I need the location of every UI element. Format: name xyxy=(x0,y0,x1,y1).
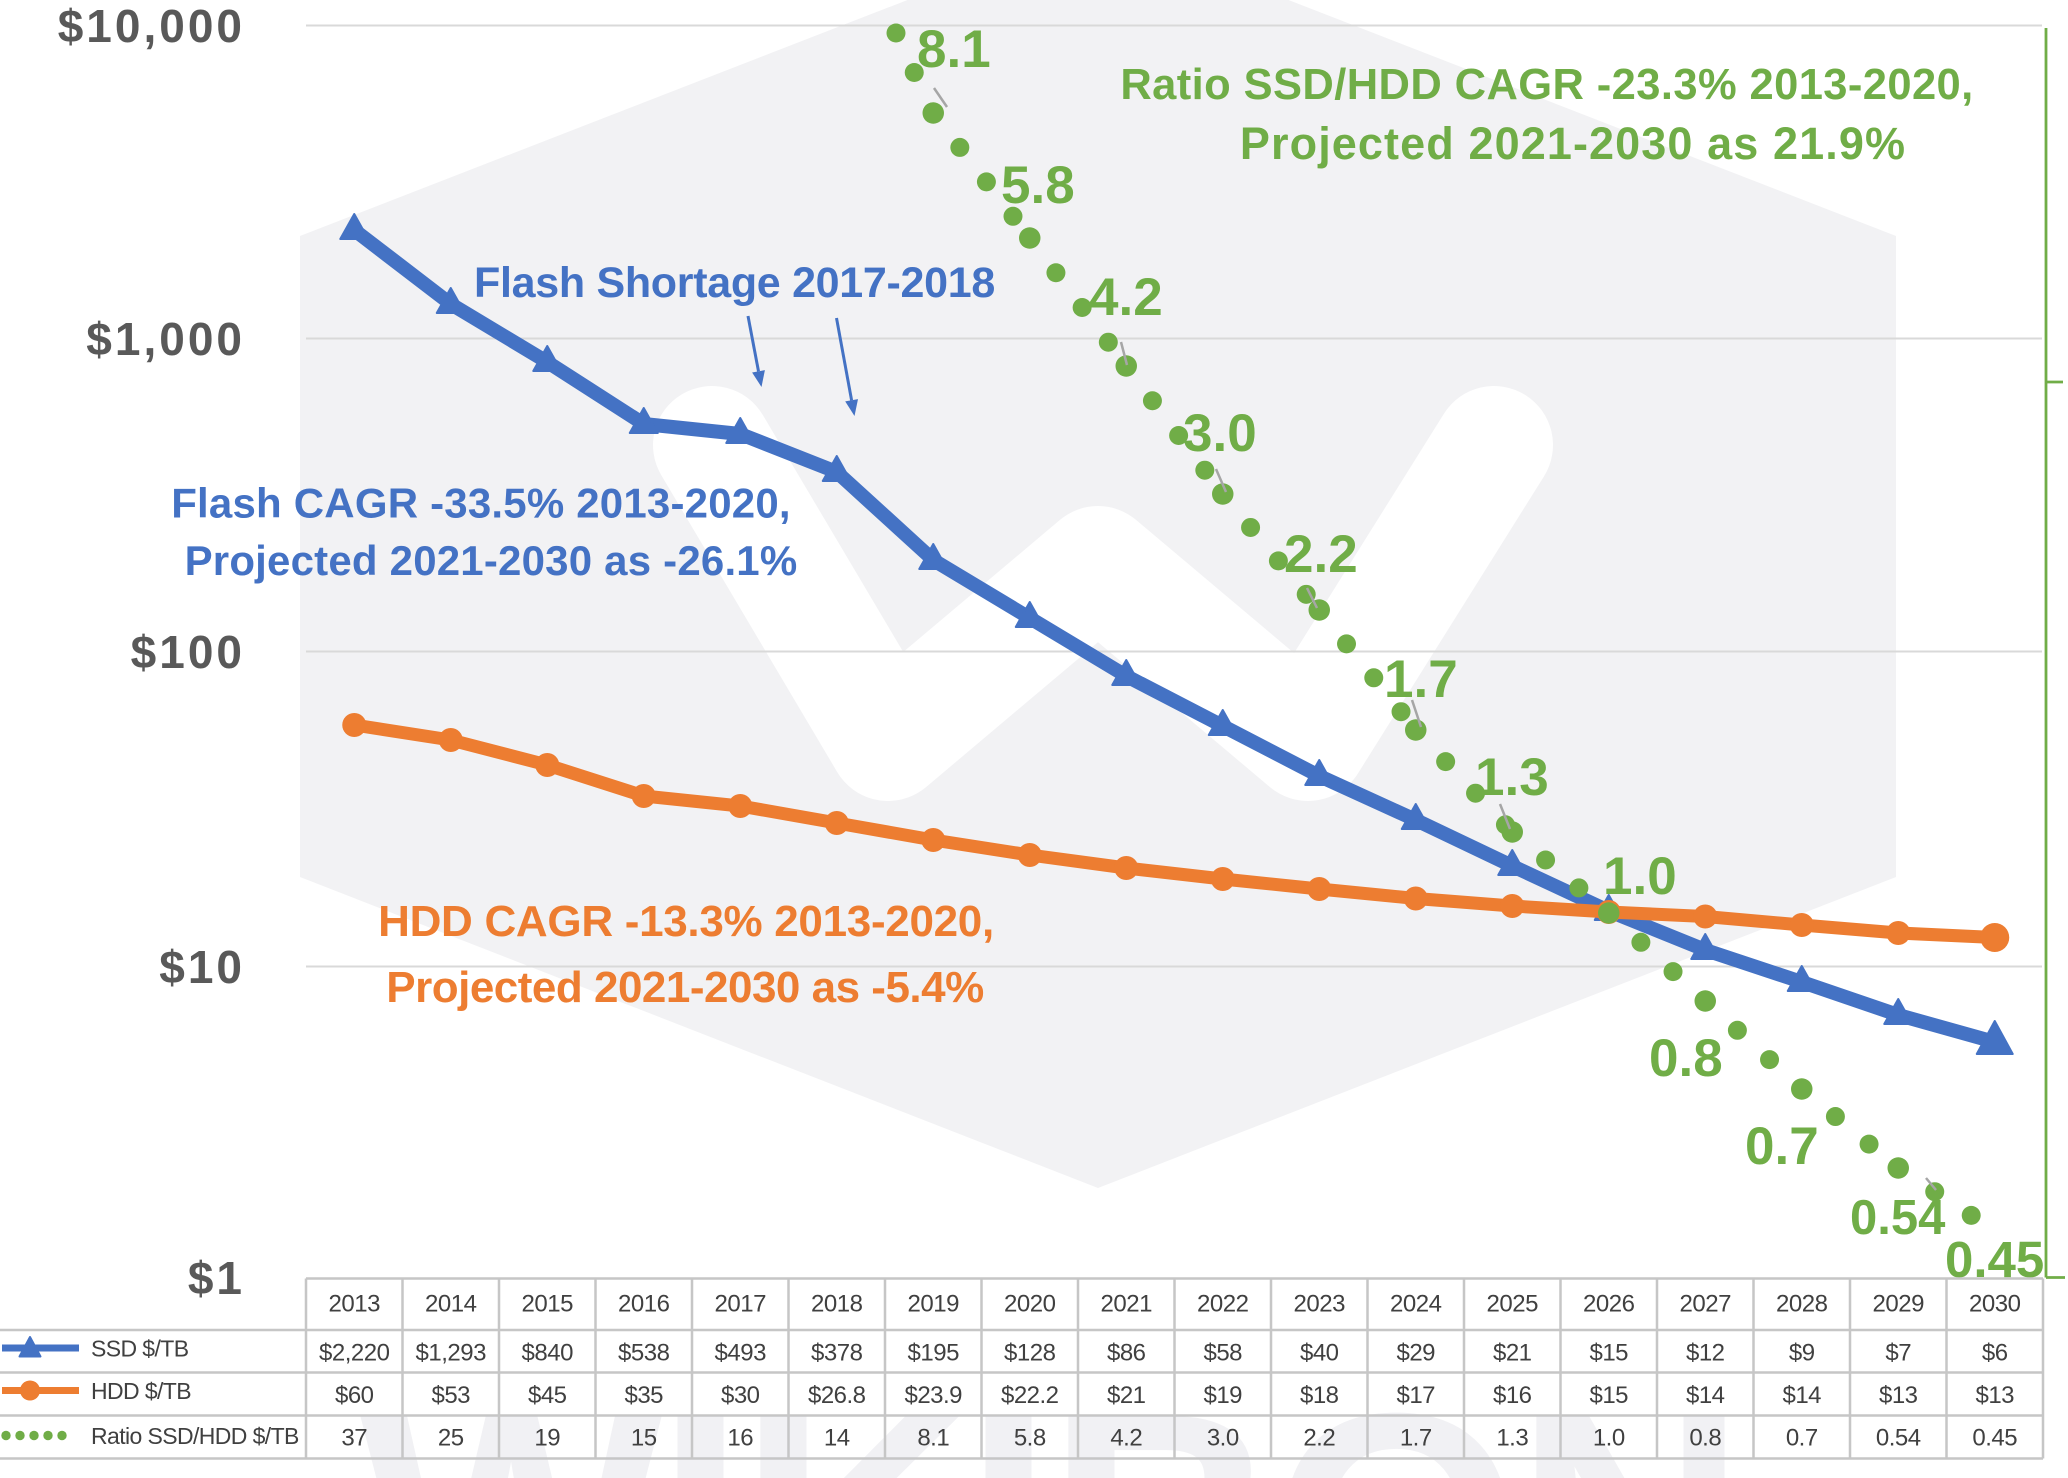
svg-text:$128: $128 xyxy=(1004,1340,1056,1367)
svg-text:0.54: 0.54 xyxy=(1876,1425,1921,1452)
svg-text:4.2: 4.2 xyxy=(1110,1425,1142,1452)
svg-text:37: 37 xyxy=(341,1425,367,1452)
svg-text:0.45: 0.45 xyxy=(1972,1425,2017,1452)
svg-text:$58: $58 xyxy=(1203,1340,1242,1367)
svg-text:2022: 2022 xyxy=(1197,1291,1249,1318)
svg-text:2027: 2027 xyxy=(1680,1291,1732,1318)
svg-text:Flash Shortage 2017-2018: Flash Shortage 2017-2018 xyxy=(474,259,995,307)
svg-text:$13: $13 xyxy=(1879,1382,1918,1409)
svg-text:$35: $35 xyxy=(624,1382,663,1409)
svg-text:$15: $15 xyxy=(1589,1340,1628,1367)
svg-text:$1,000: $1,000 xyxy=(86,313,245,365)
svg-text:$100: $100 xyxy=(131,626,245,678)
svg-text:$16: $16 xyxy=(1493,1382,1532,1409)
svg-text:15: 15 xyxy=(631,1425,657,1452)
svg-text:$60: $60 xyxy=(335,1382,374,1409)
svg-text:0.7: 0.7 xyxy=(1745,1117,1819,1176)
svg-text:$10: $10 xyxy=(159,941,245,993)
svg-text:$9: $9 xyxy=(1789,1340,1815,1367)
svg-text:$15: $15 xyxy=(1589,1382,1628,1409)
svg-text:$1,293: $1,293 xyxy=(416,1340,487,1367)
svg-text:$10,000: $10,000 xyxy=(58,0,245,52)
svg-text:$21: $21 xyxy=(1107,1382,1146,1409)
svg-text:$378: $378 xyxy=(811,1340,863,1367)
svg-text:$26.8: $26.8 xyxy=(808,1382,866,1409)
svg-text:$538: $538 xyxy=(618,1340,670,1367)
svg-text:$22.2: $22.2 xyxy=(1001,1382,1059,1409)
svg-text:$6: $6 xyxy=(1982,1340,2008,1367)
svg-text:2.2: 2.2 xyxy=(1284,525,1358,584)
svg-text:1.0: 1.0 xyxy=(1603,847,1677,906)
svg-text:2017: 2017 xyxy=(715,1291,767,1318)
svg-text:$19: $19 xyxy=(1203,1382,1242,1409)
svg-text:2024: 2024 xyxy=(1390,1291,1442,1318)
svg-text:2016: 2016 xyxy=(618,1291,670,1318)
svg-text:1.3: 1.3 xyxy=(1475,748,1549,807)
svg-text:14: 14 xyxy=(824,1425,850,1452)
svg-text:$7: $7 xyxy=(1885,1340,1911,1367)
svg-text:HDD $/TB: HDD $/TB xyxy=(91,1378,191,1404)
svg-text:1.7: 1.7 xyxy=(1400,1425,1432,1452)
svg-text:5.8: 5.8 xyxy=(1001,156,1075,215)
svg-text:3.0: 3.0 xyxy=(1207,1425,1239,1452)
svg-text:WIKIBON: WIKIBON xyxy=(360,1346,1740,1478)
svg-text:2020: 2020 xyxy=(1004,1291,1056,1318)
svg-text:$53: $53 xyxy=(431,1382,470,1409)
svg-text:8.1: 8.1 xyxy=(917,20,991,79)
svg-text:2018: 2018 xyxy=(811,1291,863,1318)
svg-text:Flash CAGR -33.5% 2013-2020,: Flash CAGR -33.5% 2013-2020, xyxy=(171,480,791,527)
svg-text:0.54: 0.54 xyxy=(1850,1191,1945,1245)
svg-text:0.8: 0.8 xyxy=(1649,1029,1723,1088)
svg-text:1.7: 1.7 xyxy=(1384,650,1458,709)
svg-text:HDD CAGR -13.3% 2013-2020,: HDD CAGR -13.3% 2013-2020, xyxy=(378,897,994,946)
svg-text:1.3: 1.3 xyxy=(1496,1425,1528,1452)
svg-text:2019: 2019 xyxy=(908,1291,960,1318)
svg-text:Projected 2021-2030 as 21.9%: Projected 2021-2030 as 21.9% xyxy=(1240,118,1906,169)
svg-text:$21: $21 xyxy=(1493,1340,1532,1367)
svg-text:$14: $14 xyxy=(1686,1382,1725,1409)
svg-text:$40: $40 xyxy=(1300,1340,1339,1367)
svg-text:2015: 2015 xyxy=(522,1291,574,1318)
svg-text:2021: 2021 xyxy=(1101,1291,1153,1318)
svg-text:$493: $493 xyxy=(715,1340,767,1367)
svg-text:1.0: 1.0 xyxy=(1593,1425,1625,1452)
svg-text:2029: 2029 xyxy=(1873,1291,1925,1318)
svg-text:19: 19 xyxy=(534,1425,560,1452)
svg-text:8.1: 8.1 xyxy=(917,1425,949,1452)
svg-text:$86: $86 xyxy=(1107,1340,1146,1367)
svg-text:2025: 2025 xyxy=(1487,1291,1539,1318)
svg-text:$1: $1 xyxy=(188,1252,245,1304)
svg-text:3.0: 3.0 xyxy=(1183,404,1257,463)
svg-text:Projected 2021-2030 as -5.4%: Projected 2021-2030 as -5.4% xyxy=(386,963,984,1012)
svg-text:Ratio SSD/HDD $/TB: Ratio SSD/HDD $/TB xyxy=(91,1423,299,1449)
svg-text:2030: 2030 xyxy=(1969,1291,2021,1318)
svg-text:25: 25 xyxy=(438,1425,464,1452)
svg-text:0.7: 0.7 xyxy=(1786,1425,1818,1452)
svg-text:0.8: 0.8 xyxy=(1689,1425,1721,1452)
svg-text:2013: 2013 xyxy=(329,1291,381,1318)
svg-text:2.2: 2.2 xyxy=(1303,1425,1335,1452)
svg-text:$23.9: $23.9 xyxy=(904,1382,962,1409)
svg-text:2028: 2028 xyxy=(1776,1291,1828,1318)
svg-text:2026: 2026 xyxy=(1583,1291,1635,1318)
svg-text:2023: 2023 xyxy=(1294,1291,1346,1318)
svg-text:$18: $18 xyxy=(1300,1382,1339,1409)
svg-text:5.8: 5.8 xyxy=(1014,1425,1046,1452)
svg-text:$13: $13 xyxy=(1975,1382,2014,1409)
svg-text:$195: $195 xyxy=(908,1340,960,1367)
svg-text:$17: $17 xyxy=(1396,1382,1435,1409)
svg-text:$45: $45 xyxy=(528,1382,567,1409)
svg-text:SSD $/TB: SSD $/TB xyxy=(91,1336,189,1362)
svg-text:Projected 2021-2030 as -26.1%: Projected 2021-2030 as -26.1% xyxy=(185,537,798,584)
svg-text:Ratio SSD/HDD CAGR -23.3% 2013: Ratio SSD/HDD CAGR -23.3% 2013-2020, xyxy=(1120,61,1973,109)
svg-text:$30: $30 xyxy=(721,1382,760,1409)
svg-text:$12: $12 xyxy=(1686,1340,1725,1367)
svg-text:16: 16 xyxy=(727,1425,753,1452)
svg-text:$29: $29 xyxy=(1396,1340,1435,1367)
svg-text:4.2: 4.2 xyxy=(1089,268,1163,327)
svg-text:$840: $840 xyxy=(522,1340,574,1367)
svg-text:$14: $14 xyxy=(1782,1382,1821,1409)
svg-text:2014: 2014 xyxy=(425,1291,477,1318)
svg-text:$2,220: $2,220 xyxy=(319,1340,390,1367)
